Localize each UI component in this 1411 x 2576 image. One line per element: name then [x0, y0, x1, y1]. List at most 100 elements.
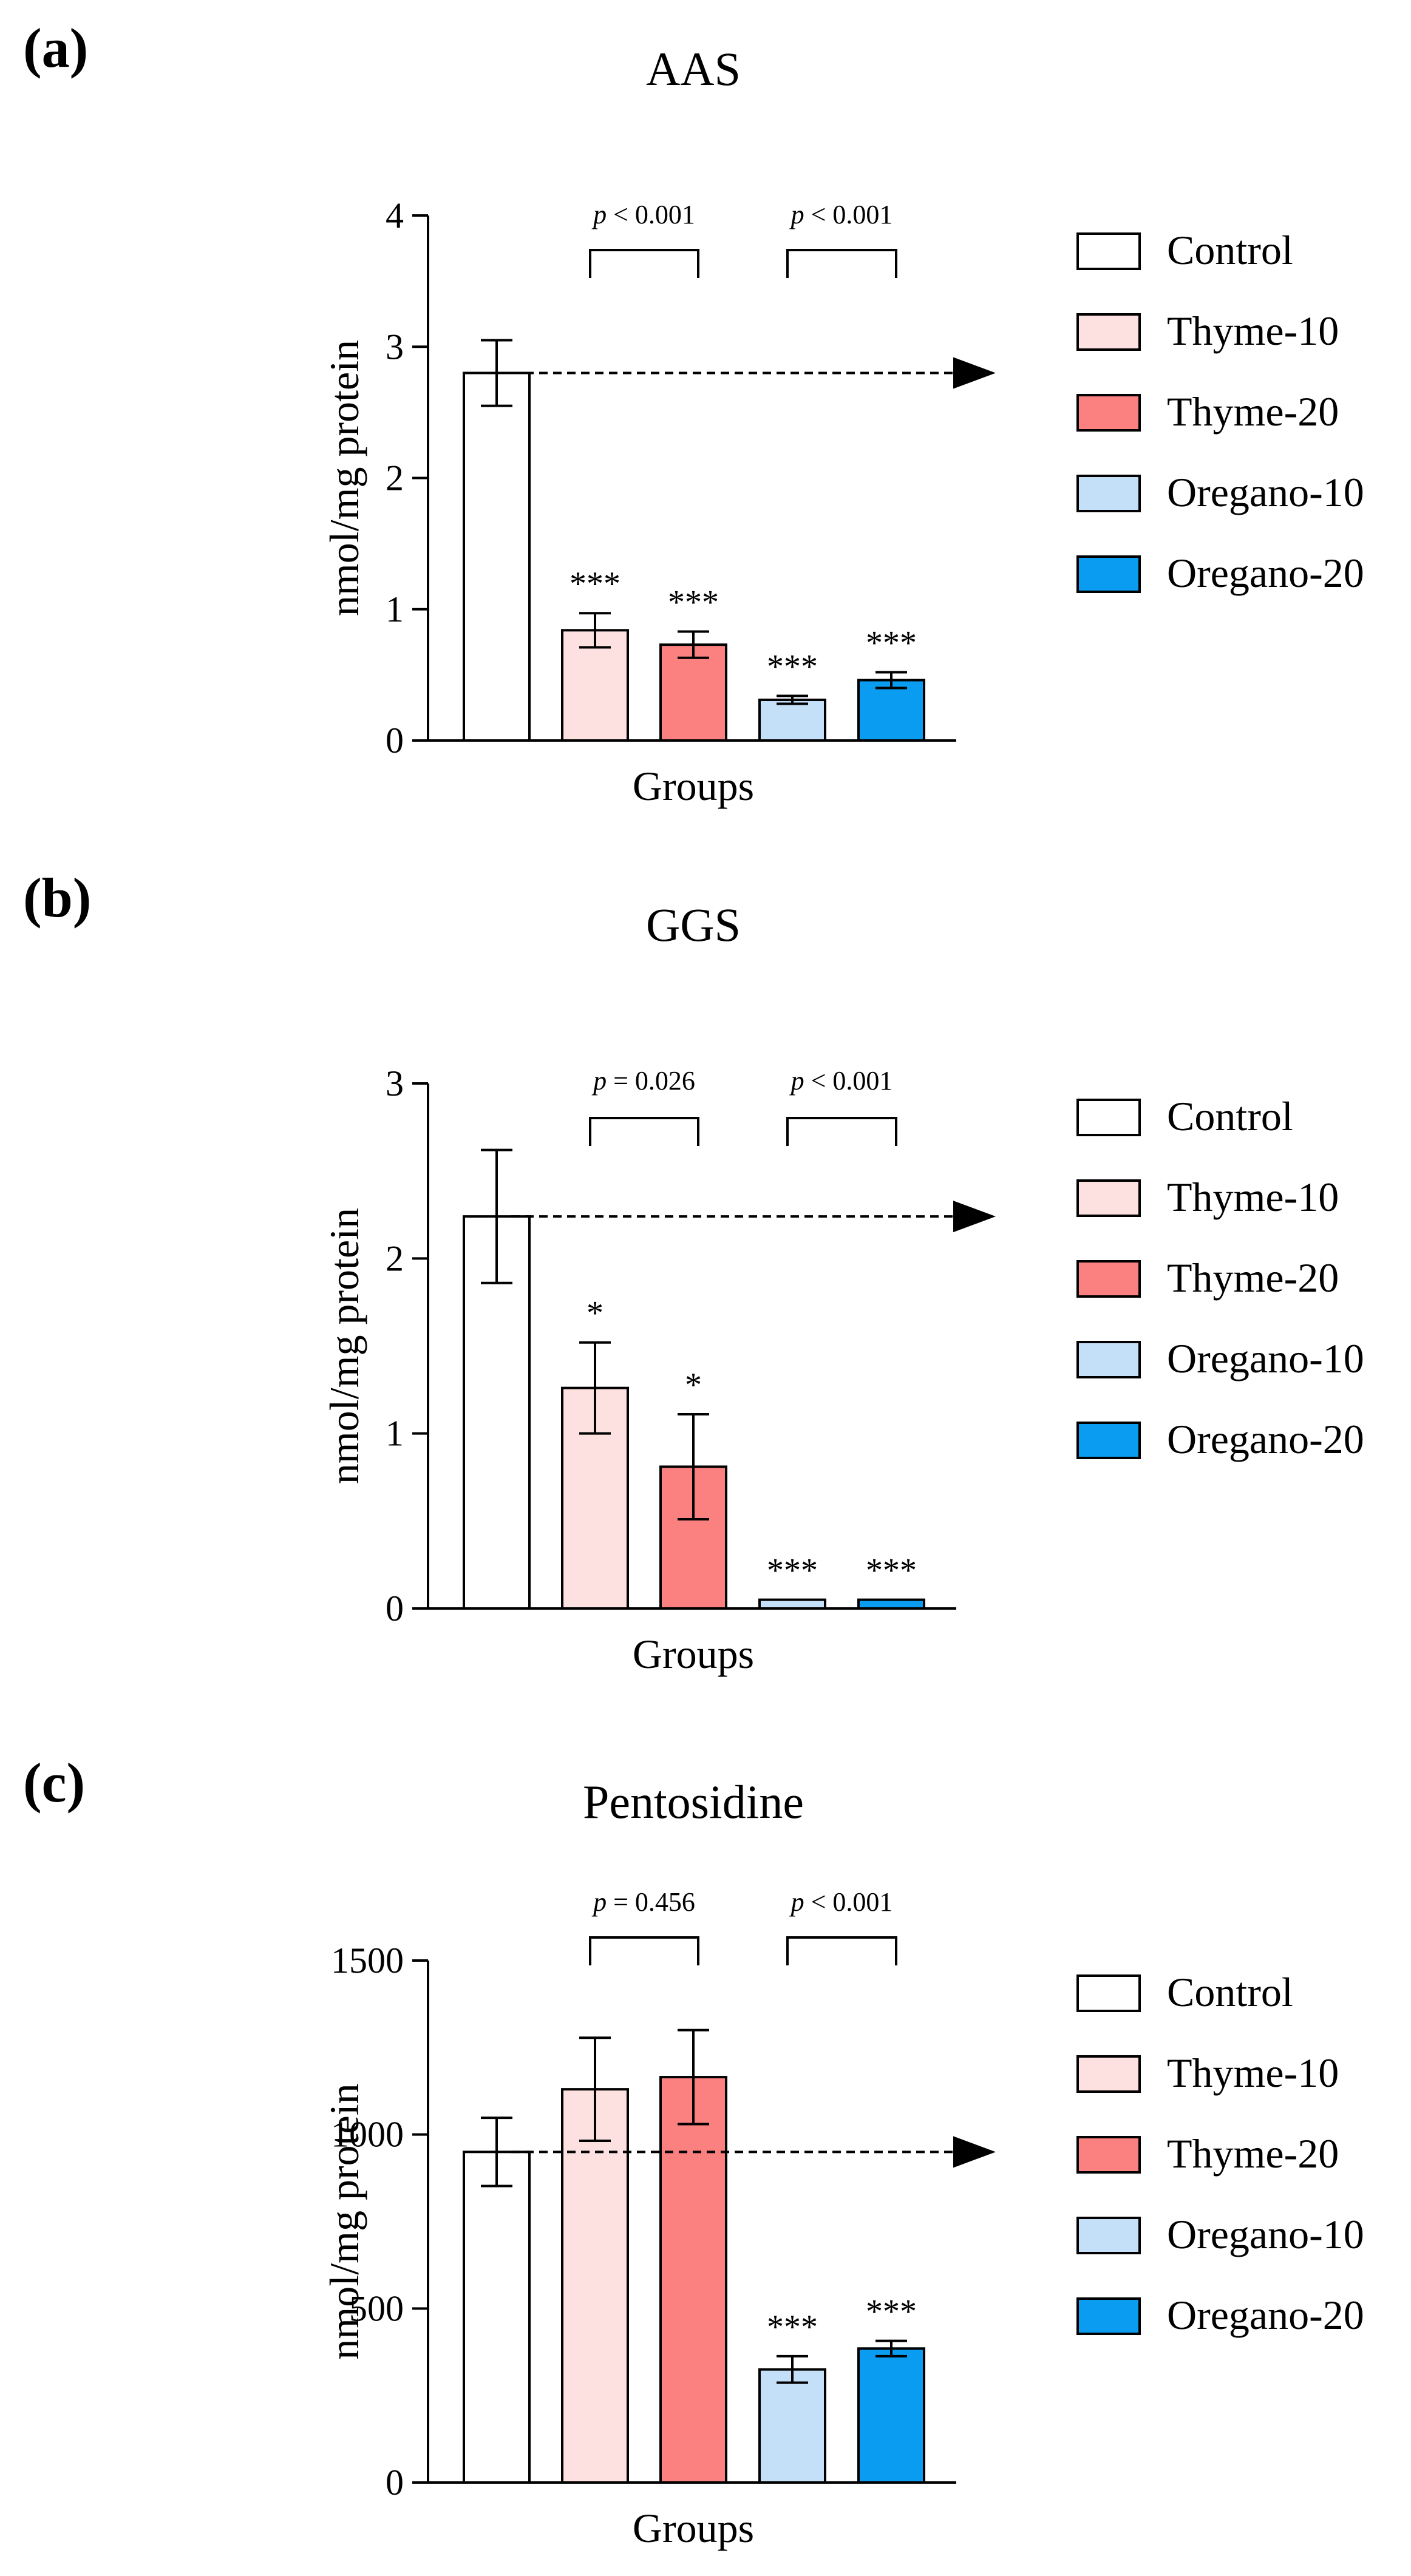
legend-swatch-thyme-10 — [1076, 2055, 1141, 2093]
p-value-label: p = 0.456 — [591, 1887, 695, 1917]
significance-marker: *** — [668, 584, 719, 622]
p-symbol: p — [591, 200, 607, 229]
comparison-bracket — [786, 1117, 897, 1146]
legend-label: Thyme-20 — [1167, 388, 1339, 435]
p-value-label: p < 0.001 — [591, 200, 695, 229]
legend-swatch-oregano-10 — [1076, 2217, 1141, 2254]
legend-label: Thyme-20 — [1167, 1255, 1339, 1301]
legend-swatch-oregano-20 — [1076, 555, 1141, 593]
y-axis-label: nmol/mg protein — [321, 340, 367, 616]
bar-oregano-10 — [758, 698, 826, 742]
x-axis-label: Groups — [633, 763, 754, 809]
x-axis-label: Groups — [633, 2505, 754, 2551]
legend-swatch-thyme-20 — [1076, 394, 1141, 432]
y-tick-label: 500 — [349, 2288, 404, 2328]
legend-label: Oregano-20 — [1167, 1416, 1364, 1462]
y-tick-label: 3 — [386, 327, 404, 367]
legend-swatch-thyme-10 — [1076, 1179, 1141, 1217]
comparison-bracket — [589, 249, 699, 278]
significance-marker: *** — [866, 625, 917, 662]
comparison-bracket — [589, 1936, 699, 1965]
reference-arrowhead — [953, 2136, 996, 2168]
significance-marker: * — [685, 1366, 702, 1404]
legend-label: Oregano-10 — [1167, 1335, 1364, 1381]
p-symbol: p — [789, 1887, 804, 1917]
y-tick-label: 2 — [386, 1238, 404, 1278]
bar-oregano-10 — [758, 1598, 826, 1610]
reference-arrowhead — [953, 1201, 996, 1233]
p-value: = 0.026 — [607, 1066, 695, 1096]
p-value-label: p < 0.001 — [789, 1887, 893, 1917]
significance-marker: *** — [866, 2293, 917, 2331]
legend-swatch-control — [1076, 1974, 1141, 2012]
legend-swatch-control — [1076, 1099, 1141, 1136]
significance-marker: *** — [767, 2308, 818, 2346]
bar-control — [463, 1215, 531, 1610]
bar-thyme-20 — [659, 643, 727, 742]
p-value-label: p < 0.001 — [789, 1066, 893, 1096]
legend-label: Oregano-10 — [1167, 2211, 1364, 2257]
bar-oregano-10 — [758, 2368, 826, 2484]
y-tick-label: 0 — [386, 2462, 404, 2503]
p-value-label: p = 0.026 — [591, 1066, 695, 1096]
bar-control — [463, 2151, 531, 2484]
legend-label: Thyme-20 — [1167, 2130, 1339, 2177]
y-tick-label: 1 — [386, 1414, 404, 1454]
legend-swatch-thyme-20 — [1076, 1260, 1141, 1298]
p-value: < 0.001 — [804, 1887, 893, 1917]
chart-panel-c: (c) Pentosidine 0 500 1000 1500 nmol/mg protei… — [23, 1752, 1364, 2551]
y-tick-label: 1000 — [331, 2115, 404, 2155]
y-tick-label: 0 — [386, 1588, 404, 1629]
panel-label: (a) — [23, 17, 88, 79]
legend-label: Control — [1167, 227, 1293, 273]
y-tick-label: 4 — [386, 195, 404, 236]
bar-oregano-20 — [857, 1598, 925, 1610]
bar-thyme-20 — [659, 1465, 727, 1610]
y-axis-label: nmol/mg protein — [321, 2083, 367, 2359]
legend-swatch-oregano-10 — [1076, 1341, 1141, 1378]
legend-swatch-oregano-10 — [1076, 475, 1141, 512]
comparison-bracket — [786, 1936, 897, 1965]
chart-title: AAS — [646, 42, 741, 95]
y-tick-label: 2 — [386, 458, 404, 498]
reference-arrowhead — [953, 357, 996, 389]
bar-oregano-20 — [857, 679, 925, 742]
p-value: = 0.456 — [607, 1887, 695, 1917]
legend-label: Oregano-20 — [1167, 2292, 1364, 2338]
bar-thyme-10 — [561, 2088, 629, 2484]
significance-marker: *** — [767, 648, 818, 685]
comparison-bracket — [786, 249, 897, 278]
legend-label: Thyme-10 — [1167, 2050, 1339, 2096]
bar-thyme-20 — [659, 2076, 727, 2484]
p-symbol: p — [591, 1066, 607, 1096]
legend-label: Oregano-20 — [1167, 550, 1364, 596]
bar-control — [463, 371, 531, 742]
significance-marker: * — [586, 1295, 604, 1332]
legend-label: Oregano-10 — [1167, 469, 1364, 515]
significance-marker: *** — [866, 1552, 917, 1590]
comparison-bracket — [589, 1117, 699, 1146]
legend-swatch-thyme-10 — [1076, 313, 1141, 351]
y-tick-label: 1500 — [331, 1940, 404, 1981]
p-symbol: p — [591, 1887, 607, 1917]
bar-oregano-20 — [857, 2347, 925, 2484]
p-value-label: p < 0.001 — [789, 200, 893, 229]
legend-label: Control — [1167, 1093, 1293, 1139]
legend-swatch-thyme-20 — [1076, 2136, 1141, 2174]
legend-label: Thyme-10 — [1167, 308, 1339, 354]
legend-swatch-control — [1076, 232, 1141, 270]
panel-label: (c) — [23, 1752, 85, 1814]
chart-title: Pentosidine — [583, 1775, 804, 1828]
p-symbol: p — [789, 200, 804, 229]
panel-label: (b) — [23, 867, 91, 929]
p-value: < 0.001 — [607, 200, 695, 229]
legend-label: Control — [1167, 1969, 1293, 2015]
y-tick-label: 0 — [386, 720, 404, 761]
chart-panel-a: (a) AAS 0 1 2 3 4 nmol/mg protein Groups *** *** **… — [23, 17, 1364, 809]
p-symbol: p — [789, 1066, 804, 1096]
legend-label: Thyme-10 — [1167, 1174, 1339, 1220]
chart-title: GGS — [646, 898, 741, 951]
x-axis-label: Groups — [633, 1631, 754, 1677]
